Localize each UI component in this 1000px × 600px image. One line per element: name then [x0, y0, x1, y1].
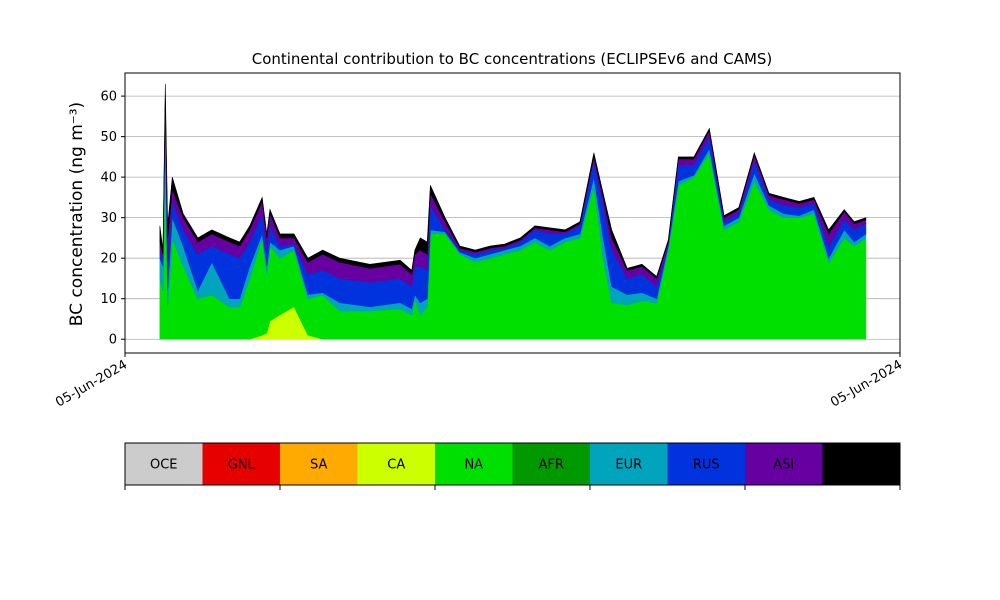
legend-swatch — [590, 443, 668, 485]
legend-label: RUS — [693, 458, 720, 473]
area — [159, 83, 867, 279]
chart-title: Continental contribution to BC concentra… — [252, 50, 773, 68]
legend-swatch — [667, 443, 745, 485]
legend-swatch — [435, 443, 513, 485]
legend-label: AUS — [848, 458, 875, 473]
legend-label: OCE — [150, 458, 178, 473]
legend-swatch — [125, 443, 203, 485]
legend-swatch — [512, 443, 590, 485]
legend-swatch — [280, 443, 358, 485]
y-tick-label: 50 — [100, 130, 117, 145]
legend-swatch — [357, 443, 435, 485]
legend-frame — [124, 442, 901, 486]
y-tick-label: 30 — [100, 211, 117, 226]
legend-swatch — [745, 443, 823, 485]
legend-label: AFR — [539, 458, 564, 473]
x-tick-label: 05-Jun-2024 — [53, 357, 130, 410]
legend-label: GNL — [228, 458, 256, 473]
y-tick-label: 60 — [100, 90, 117, 105]
legend-swatch — [202, 443, 280, 485]
legend-label: NA — [464, 458, 483, 473]
x-tick-label: 05-Jun-2024 — [828, 357, 905, 410]
legend-label: EUR — [615, 458, 642, 473]
legend-swatch — [822, 443, 900, 485]
y-tick-label: 10 — [100, 292, 117, 307]
y-tick-label: 0 — [109, 333, 117, 348]
y-tick-label: 40 — [100, 171, 117, 186]
y-axis-label: BC concentration (ng m⁻³) — [67, 102, 87, 326]
plot-frame — [124, 72, 901, 354]
y-tick-label: 20 — [100, 252, 117, 267]
legend-label: ASI — [773, 458, 794, 473]
legend-label: CA — [387, 458, 405, 473]
legend-label: SA — [310, 458, 327, 473]
